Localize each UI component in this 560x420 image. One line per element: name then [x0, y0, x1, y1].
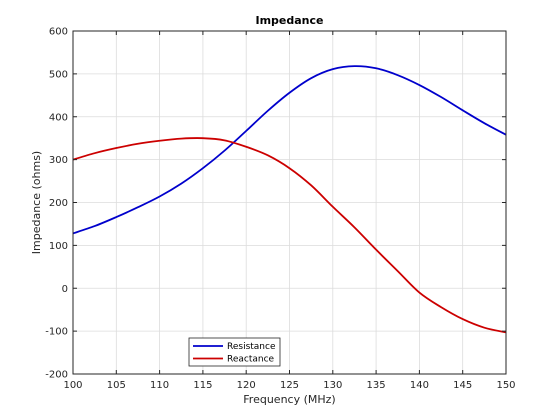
y-tick-label: -200: [45, 370, 68, 381]
y-tick-label: 0: [62, 284, 68, 295]
y-tick-label: 500: [49, 69, 68, 80]
x-tick-label: 105: [107, 380, 126, 391]
legend: Resistance Reactance: [188, 337, 281, 367]
x-tick-label: 135: [367, 380, 386, 391]
legend-label-reactance: Reactance: [227, 355, 275, 365]
y-tick-label: 400: [49, 112, 68, 123]
y-tick-label: 200: [49, 198, 68, 209]
legend-label-resistance: Resistance: [227, 342, 276, 352]
chart-title: Impedance: [256, 14, 324, 27]
grid: [73, 31, 506, 374]
x-tick-label: 145: [453, 380, 472, 391]
series-lines: [72, 65, 507, 334]
series-line-reactance: [72, 137, 507, 334]
x-axis-label: Frequency (MHz): [243, 393, 335, 406]
axis-ticks: 100 105 110 115 120 125 130 135 140 145 150 -200 -10…: [45, 27, 515, 392]
x-tick-label: 100: [63, 380, 82, 391]
x-tick-label: 120: [237, 380, 256, 391]
y-tick-label: 300: [49, 155, 68, 166]
x-tick-label: 140: [410, 380, 429, 391]
x-tick-label: 110: [150, 380, 169, 391]
y-tick-label: -100: [45, 327, 68, 338]
y-tick-label: 600: [49, 27, 68, 38]
y-tick-label: 100: [49, 241, 68, 252]
series-line-resistance: [72, 65, 507, 235]
x-tick-label: 125: [280, 380, 299, 391]
x-tick-label: 150: [496, 380, 515, 391]
legend-box: [188, 337, 281, 367]
x-tick-label: 115: [193, 380, 212, 391]
y-axis-label: Impedance (ohms): [30, 151, 43, 254]
x-tick-label: 130: [323, 380, 342, 391]
